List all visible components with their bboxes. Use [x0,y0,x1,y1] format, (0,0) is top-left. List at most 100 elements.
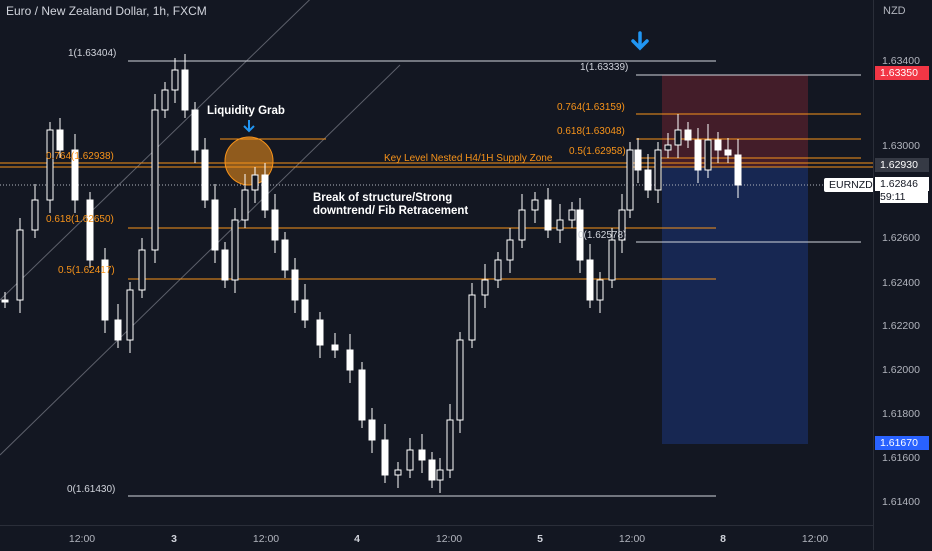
price-tick: 1.61600 [882,452,920,464]
time-tick: 5 [537,533,543,545]
bos-label-line2: downtrend/ Fib Retracement [313,205,469,217]
arrow-down-icon [631,31,649,51]
candle-body [126,289,134,341]
price-axis[interactable]: NZD 1.63400 1.63000 1.62600 1.62400 1.62… [873,0,932,550]
symbol-tag: EURNZD [824,178,873,192]
price-tick: 1.62000 [882,364,920,376]
currency-label: NZD [883,5,906,17]
candle-body [191,109,199,151]
zone-price-badge: 1.62930 [875,158,929,172]
time-tick: 12:00 [68,533,96,545]
fib-left-0764-label: 0.764(1.62938) [46,151,114,162]
candle-body [281,239,289,271]
candle-body [151,109,159,251]
candle-body [436,469,444,481]
trend-line-upper[interactable] [0,0,330,301]
price-tick: 1.63400 [882,55,920,67]
candle-body [1,299,9,303]
candle-body [684,129,692,141]
price-tick: 1.62200 [882,320,920,332]
candle-body [596,279,604,301]
trend-line-lower[interactable] [0,64,401,456]
candle-body [418,449,426,461]
candle-body [31,199,39,231]
candle-body [211,199,219,251]
candle-body [56,129,64,151]
bos-label-line1: Break of structure/Strong [313,192,453,204]
chart-area[interactable]: Euro / New Zealand Dollar, 1h, FXCM 1(1.… [0,0,873,525]
candle-body [201,149,209,201]
candle-body [481,279,489,296]
price-tick: 1.62600 [882,232,920,244]
candle-body [468,294,476,341]
candle-body [446,419,454,471]
candle-body [724,149,732,156]
time-axis[interactable]: 12:00 3 12:00 4 12:00 5 12:00 8 12:00 [0,525,873,551]
liquidity-grab-label: Liquidity Grab [207,105,285,117]
time-tick: 12:00 [801,533,829,545]
candle-body [138,249,146,291]
last-price-badge: 1.62846 [875,177,929,191]
candle-body [291,269,299,301]
chart-canvas[interactable] [0,0,873,525]
fib-left-1-label: 1(1.63404) [68,48,117,59]
candle-body [456,339,464,421]
candle-body [654,149,662,191]
candle-body [271,209,279,241]
fib-left-0618-label: 0.618(1.62650) [46,214,114,225]
candle-body [301,299,309,321]
candle-body [494,259,502,281]
candle-body [316,319,324,346]
stop-loss-zone[interactable] [662,75,808,167]
candle-body [46,129,54,201]
time-tick: 12:00 [252,533,280,545]
price-tick: 1.61800 [882,408,920,420]
time-tick: 12:00 [618,533,646,545]
candle-body [114,319,122,341]
candle-body [331,344,339,351]
candle-body [221,249,229,281]
candle-body [704,139,712,171]
candle-body [251,174,259,191]
candle-body [618,209,626,241]
fib-right-0764-label: 0.764(1.63159) [557,102,625,113]
candle-body [674,129,682,146]
candle-body [181,69,189,111]
candle-body [358,369,366,421]
candle-body [394,469,402,476]
candle-body [608,239,616,281]
fib-right-0618-label: 0.618(1.63048) [557,126,625,137]
liquidity-grab-circle[interactable] [224,136,274,186]
candle-body [556,219,564,231]
fib-right-0-label: 0(1.62578) [578,230,627,241]
time-tick: 3 [171,533,177,545]
fib-left-05-label: 0.5(1.62417) [58,265,115,276]
candle-body [506,239,514,261]
candle-body [568,209,576,221]
candle-body [664,144,672,151]
candle-body [241,189,249,221]
time-tick: 4 [354,533,360,545]
candle-body [694,139,702,171]
candle-body [231,219,239,281]
candle-body [576,209,584,261]
fib-right-1-label: 1(1.63339) [580,62,629,73]
time-tick: 12:00 [435,533,463,545]
candlestick-series [1,54,742,493]
price-tick: 1.63000 [882,140,920,152]
candle-body [428,459,436,481]
symbol-title[interactable]: Euro / New Zealand Dollar, 1h, FXCM [6,4,207,18]
candle-body [381,439,389,476]
take-profit-zone[interactable] [662,167,808,444]
target-price-badge: 1.61670 [875,436,929,450]
candle-body [368,419,376,441]
arrow-down-icon [243,120,255,133]
candle-body [171,69,179,91]
candle-body [714,139,722,151]
time-tick: 8 [720,533,726,545]
candle-body [586,259,594,301]
candle-body [518,209,526,241]
candle-body [161,89,169,111]
candle-body [634,149,642,171]
candle-body [406,449,414,471]
